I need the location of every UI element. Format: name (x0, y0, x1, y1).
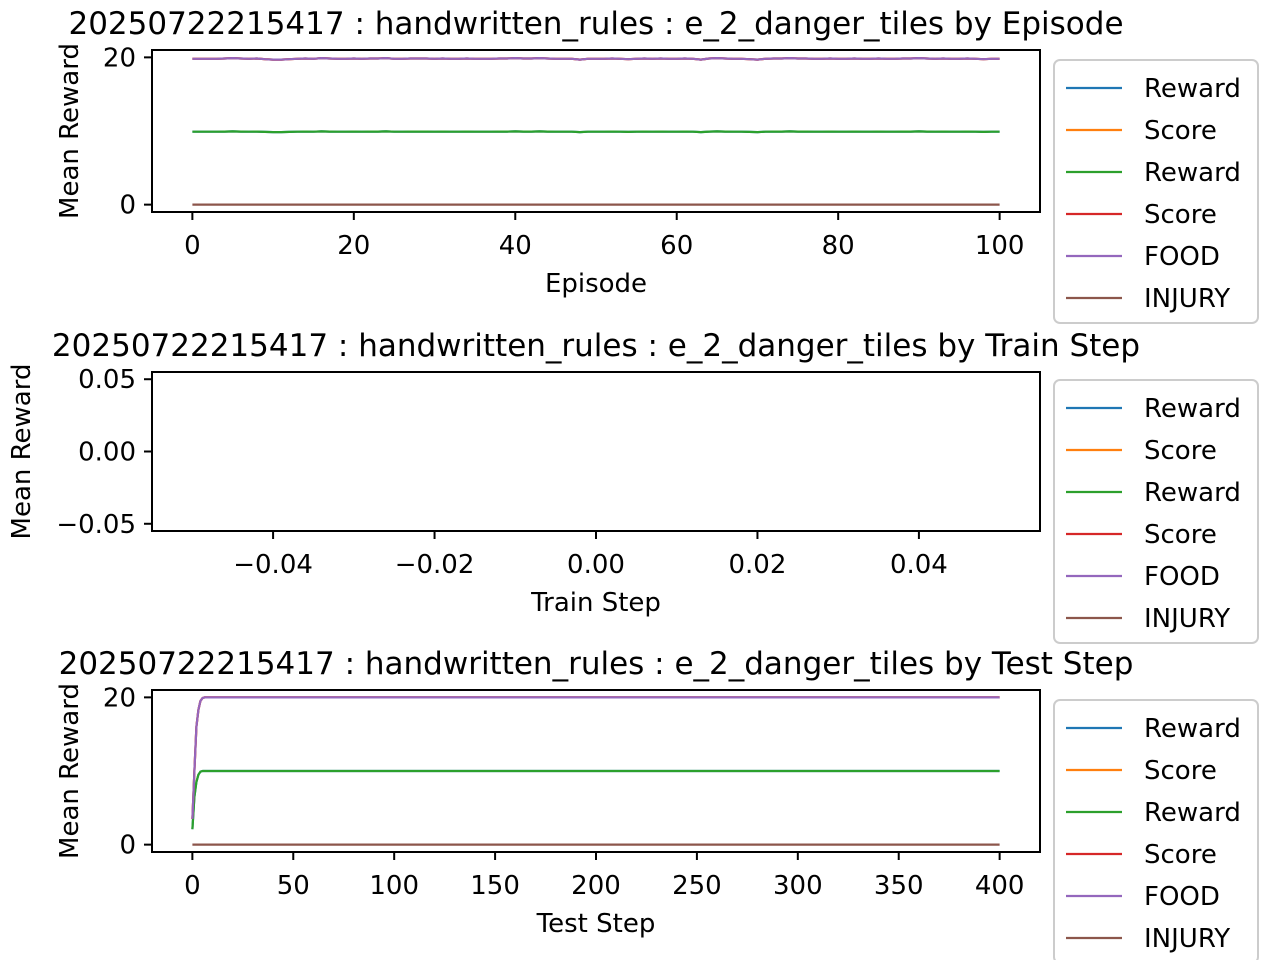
series-line-reward (192, 130, 1000, 134)
legend-label: Score (1144, 436, 1217, 466)
legend-label: Score (1144, 116, 1217, 146)
y-tick-label: 0 (119, 191, 136, 221)
y-tick-label: 20 (103, 683, 136, 713)
x-tick-label: 100 (369, 871, 419, 901)
x-tick-label: 50 (277, 871, 310, 901)
legend-label: Score (1144, 840, 1217, 870)
series-line-reward (191, 769, 1000, 830)
y-tick-label: 0.00 (78, 438, 136, 468)
series-line-food (192, 56, 1000, 61)
x-tick-label: 0.04 (890, 550, 948, 580)
series-line-reward (191, 769, 1000, 830)
legend-label: Reward (1144, 158, 1241, 188)
x-axis-label: Test Step (536, 909, 656, 939)
subplot-2: 20250722215417 : handwritten_rules : e_2… (7, 328, 1259, 644)
x-tick-label: 0.02 (729, 550, 787, 580)
series-line-score (191, 696, 1000, 819)
y-tick-label: −0.05 (56, 510, 136, 540)
x-tick-label: 300 (773, 871, 823, 901)
x-tick-label: 200 (571, 871, 621, 901)
x-tick-label: 100 (975, 231, 1025, 261)
x-tick-label: −0.02 (395, 550, 475, 580)
y-axis-label: Mean Reward (55, 683, 85, 859)
subplot-1: 20250722215417 : handwritten_rules : e_2… (55, 6, 1259, 324)
y-tick-label: 0 (119, 831, 136, 861)
series-lines (191, 696, 1000, 846)
x-tick-label: 80 (822, 231, 855, 261)
x-tick-label: 250 (672, 871, 722, 901)
x-tick-label: 0 (184, 871, 201, 901)
legend-label: Score (1144, 200, 1217, 230)
legend-label: FOOD (1144, 562, 1220, 592)
legend-label: FOOD (1144, 882, 1220, 912)
series-line-food (191, 696, 1000, 819)
x-axis-label: Train Step (530, 588, 661, 618)
x-tick-label: 20 (337, 231, 370, 261)
legend: Reward Score Reward Score FOOD INJURY (1053, 59, 1259, 324)
legend-box (1053, 379, 1259, 644)
chart-title: 20250722215417 : handwritten_rules : e_2… (68, 6, 1123, 42)
axes-frame (151, 49, 1041, 213)
legend-label: FOOD (1144, 242, 1220, 272)
legend-label: Reward (1144, 478, 1241, 508)
x-tick-label: −0.04 (233, 550, 313, 580)
axes-frame (151, 371, 1041, 532)
legend-label: INJURY (1144, 284, 1230, 314)
legend-label: Reward (1144, 714, 1241, 744)
legend-label: INJURY (1144, 604, 1230, 634)
y-axis-label: Mean Reward (55, 43, 85, 219)
series-lines (192, 56, 1000, 206)
x-tick-label: 400 (975, 871, 1025, 901)
legend-label: Score (1144, 756, 1217, 786)
legend-label: Reward (1144, 798, 1241, 828)
x-tick-label: 0.00 (567, 550, 625, 580)
legend: Reward Score Reward Score FOOD INJURY (1053, 699, 1259, 960)
y-tick-label: 0.05 (78, 365, 136, 395)
y-tick-label: 20 (103, 43, 136, 73)
y-axis-label: Mean Reward (7, 364, 37, 540)
chart-title: 20250722215417 : handwritten_rules : e_2… (59, 646, 1134, 682)
legend-label: INJURY (1144, 924, 1230, 954)
chart-title: 20250722215417 : handwritten_rules : e_2… (52, 328, 1140, 364)
legend: Reward Score Reward Score FOOD INJURY (1053, 379, 1259, 644)
x-axis-label: Episode (545, 269, 647, 299)
x-tick-label: 0 (184, 231, 201, 261)
legend-box (1053, 59, 1259, 324)
x-tick-label: 60 (660, 231, 693, 261)
series-line-score (191, 696, 1000, 819)
legend-label: Score (1144, 520, 1217, 550)
x-tick-label: 40 (499, 231, 532, 261)
legend-label: Reward (1144, 394, 1241, 424)
subplot-3: 20250722215417 : handwritten_rules : e_2… (55, 646, 1259, 960)
legend-label: Reward (1144, 74, 1241, 104)
x-tick-label: 150 (470, 871, 520, 901)
x-tick-label: 350 (874, 871, 924, 901)
